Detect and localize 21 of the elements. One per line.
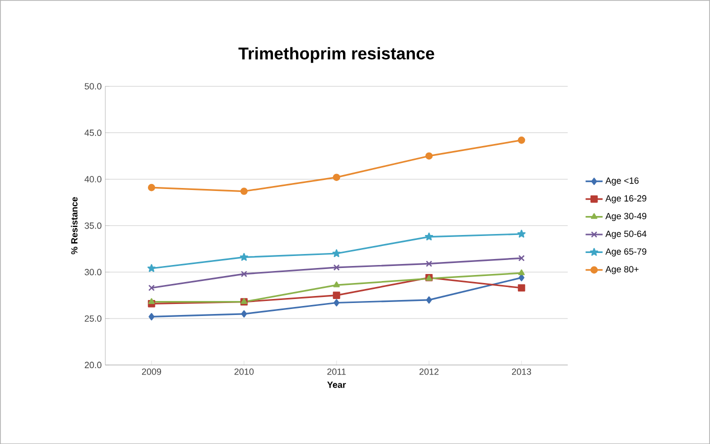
legend-label: Age <16 — [605, 177, 639, 186]
x-tick-label: 2012 — [420, 368, 439, 375]
x-tick-label: 2009 — [142, 368, 162, 375]
legend-label: Age 50-64 — [605, 230, 646, 239]
y-tick-label: 50.0 — [84, 82, 102, 90]
legend-label: Age 80+ — [605, 266, 639, 274]
x-tick-label: 2011 — [327, 368, 346, 375]
legend-label: Age 16-29 — [605, 195, 646, 204]
y-tick-label: 35.0 — [84, 222, 102, 229]
x-tick-label: 2010 — [234, 368, 254, 375]
y-tick-label: 40.0 — [84, 176, 102, 182]
y-tick-label: 25.0 — [84, 315, 102, 322]
x-axis-title: Year — [327, 382, 346, 388]
legend-label: Age 65-79 — [605, 248, 646, 256]
x-tick-label: 2013 — [512, 368, 532, 375]
y-tick-label: 45.0 — [84, 129, 102, 136]
legend-label: Age 30-49 — [605, 212, 646, 221]
y-axis-title: % Resistance — [70, 196, 78, 254]
y-tick-label: 20.0 — [84, 362, 102, 368]
y-tick-label: 30.0 — [84, 268, 102, 276]
chart-title: Trimethoprim resistance — [238, 46, 434, 63]
